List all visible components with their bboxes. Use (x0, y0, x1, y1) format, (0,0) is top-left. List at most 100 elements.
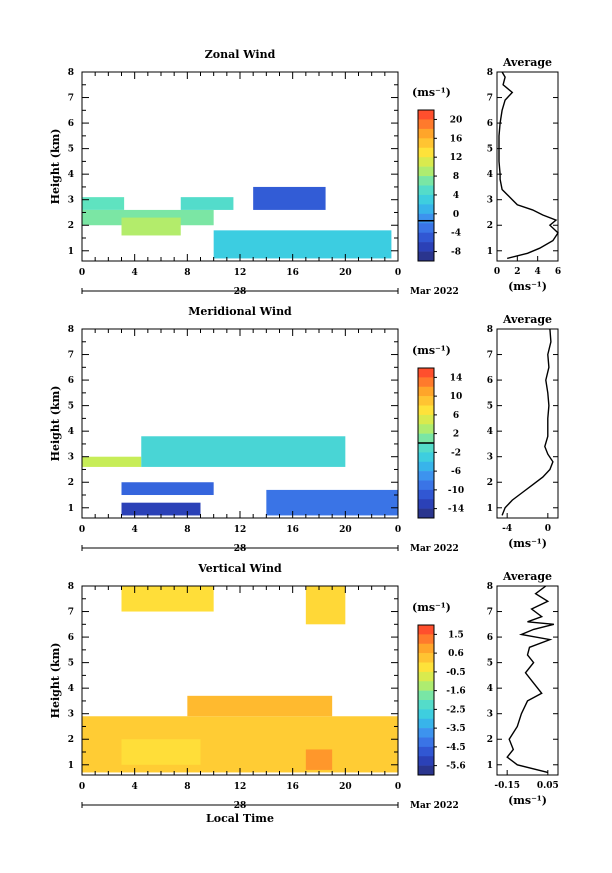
panel3-colorbar-segment (418, 690, 434, 701)
panel1-colorbar-segment (418, 204, 434, 215)
panel1-colorbar-segment (418, 157, 434, 167)
panel1-colorbar-frame (417, 109, 435, 262)
panel3-colorbar-segment (418, 718, 434, 729)
panel3-colorbar-tick-label: 0.6 (448, 649, 464, 659)
panel1-avg-y-tick-label: 1 (487, 247, 493, 257)
panel3-colorbar-segment (418, 634, 434, 645)
panel3-avg-x-tick-label: -0.15 (494, 781, 520, 791)
panel1-y-tick-label: 5 (68, 145, 74, 155)
panel1-region (213, 230, 392, 259)
panel3-colorbar-segment (418, 746, 434, 757)
panel1-colorbar-tick-label: 4 (453, 191, 459, 201)
panel2-y-tick-label: 3 (68, 453, 74, 463)
panel3-region (187, 695, 333, 717)
panel2-colorbar-segment (418, 386, 434, 397)
panel2-y-tick-label: 4 (68, 427, 74, 437)
panel3-colorbar-frame (417, 624, 435, 776)
panel2-region (266, 489, 398, 516)
panel1-colorbar-tick-label: 0 (453, 210, 459, 220)
panel1-region (121, 217, 181, 236)
panel2-avg-y-tick-label: 4 (487, 427, 493, 437)
panel3-colorbar-segment (418, 625, 434, 635)
panel3-colorbar-segment (418, 765, 434, 776)
panel3-y-tick-label: 1 (68, 761, 74, 771)
panel3-colorbar-segment (418, 681, 434, 691)
panel3-colorbar-segment (418, 737, 434, 748)
panel1-colorbar-segment (418, 251, 434, 262)
panel1-date-month: Mar 2022 (410, 287, 459, 297)
panel2-region (121, 482, 214, 496)
panel1-colorbar-segment (418, 147, 434, 158)
panel3-y-tick-label: 8 (68, 582, 74, 592)
panel2-colorbar-segment (418, 508, 434, 519)
panel1-region (82, 197, 125, 210)
panel2-colorbar-segment (418, 480, 434, 491)
panel1-colorbar-segment (418, 232, 434, 243)
panel2-colorbar-tick-label: 6 (453, 411, 459, 421)
panel3-colorbar-tick-label: -4.5 (446, 743, 465, 753)
panel1-x-tick-label: 4 (132, 268, 138, 278)
panel3-x-tick-label: 8 (184, 782, 190, 792)
panel2-colorbar-tick-label: 2 (453, 430, 459, 440)
panel3-avg-frame (496, 585, 559, 776)
panel2-y-tick-label: 5 (68, 402, 74, 412)
panel2-colorbar-segment (418, 396, 434, 406)
panel2-y-tick-label: 1 (68, 504, 74, 514)
panel3-x-tick-label: 4 (132, 782, 138, 792)
panel1-colorbar-segment (418, 223, 434, 233)
panel3-colorbar-segment (418, 756, 434, 766)
panel3-x-tick-label: 16 (286, 782, 299, 792)
panel1-avg-title: Average (502, 56, 552, 69)
panel3-avg-x-tick-label: 0.05 (537, 781, 559, 791)
panel3-y-tick-label: 2 (68, 735, 74, 745)
panel3-y-tick-label: 3 (68, 710, 74, 720)
panel1-title: Zonal Wind (205, 48, 276, 61)
x-axis-title: Local Time (206, 812, 274, 825)
panel2-colorbar-segment (418, 433, 434, 444)
panel2-y-tick-label: 6 (68, 376, 74, 386)
panel2-colorbar-segment (418, 452, 434, 463)
panel3-y-tick-label: 5 (68, 659, 74, 669)
panel2-colorbar-tick-label: -2 (451, 448, 461, 458)
panel2-colorbar-tick-label: -6 (451, 467, 461, 477)
panel1-avg-x-tick-label: 0 (494, 267, 500, 277)
panel2-colorbar-segment (418, 471, 434, 481)
panel1-region (180, 197, 234, 210)
panel3-colorbar-segment (418, 671, 434, 682)
panel3-colorbar-tick-label: 1.5 (448, 630, 464, 640)
panel2-title: Meridional Wind (188, 305, 292, 318)
panel1-date-day: 28 (234, 287, 247, 297)
panel2-colorbar-unit: (ms⁻¹) (412, 344, 451, 357)
panel2-colorbar-tick-label: -14 (448, 505, 464, 515)
panel1-y-tick-label: 7 (68, 94, 74, 104)
panel1-colorbar-segment (418, 166, 434, 177)
panel2-x-tick-label: 0 (79, 525, 85, 535)
panel3-colorbar-segment (418, 709, 434, 720)
panel2-avg-x-tick-label: 0 (545, 524, 551, 534)
panel2-avg-x-tick-label: -4 (502, 524, 512, 534)
panel2-date-month: Mar 2022 (410, 544, 459, 554)
panel3-y-label: Height (km) (49, 643, 62, 719)
panel3-avg-y-tick-label: 5 (487, 659, 493, 669)
panel1-colorbar-tick-label: 8 (453, 172, 459, 182)
panel1-avg-y-tick-label: 6 (487, 119, 493, 129)
panel1-y-tick-label: 8 (68, 68, 74, 78)
panel2-x-tick-label: 0 (395, 525, 401, 535)
panel3-y-tick-label: 6 (68, 633, 74, 643)
panel1-colorbar-tick-label: 16 (450, 134, 463, 144)
panel1-x-tick-label: 8 (184, 268, 190, 278)
panel1-avg-x-tick-label: 2 (514, 267, 520, 277)
panel1-colorbar-tick-label: -4 (451, 229, 461, 239)
panel3-avg-profile-line (506, 585, 555, 774)
panel1-avg-profile-line (498, 71, 559, 260)
panel1-colorbar-unit: (ms⁻¹) (412, 86, 451, 99)
panel2-x-tick-label: 20 (339, 525, 352, 535)
panel2-avg-profile-line (501, 328, 554, 516)
panel3-y-tick-label: 4 (68, 684, 74, 694)
panel2-colorbar-segment (418, 489, 434, 500)
panel2-colorbar-segment (418, 368, 434, 378)
panel2-colorbar-segment (418, 499, 434, 509)
panel3-avg-y-tick-label: 4 (487, 684, 493, 694)
panel2-avg-y-tick-label: 1 (487, 504, 493, 514)
